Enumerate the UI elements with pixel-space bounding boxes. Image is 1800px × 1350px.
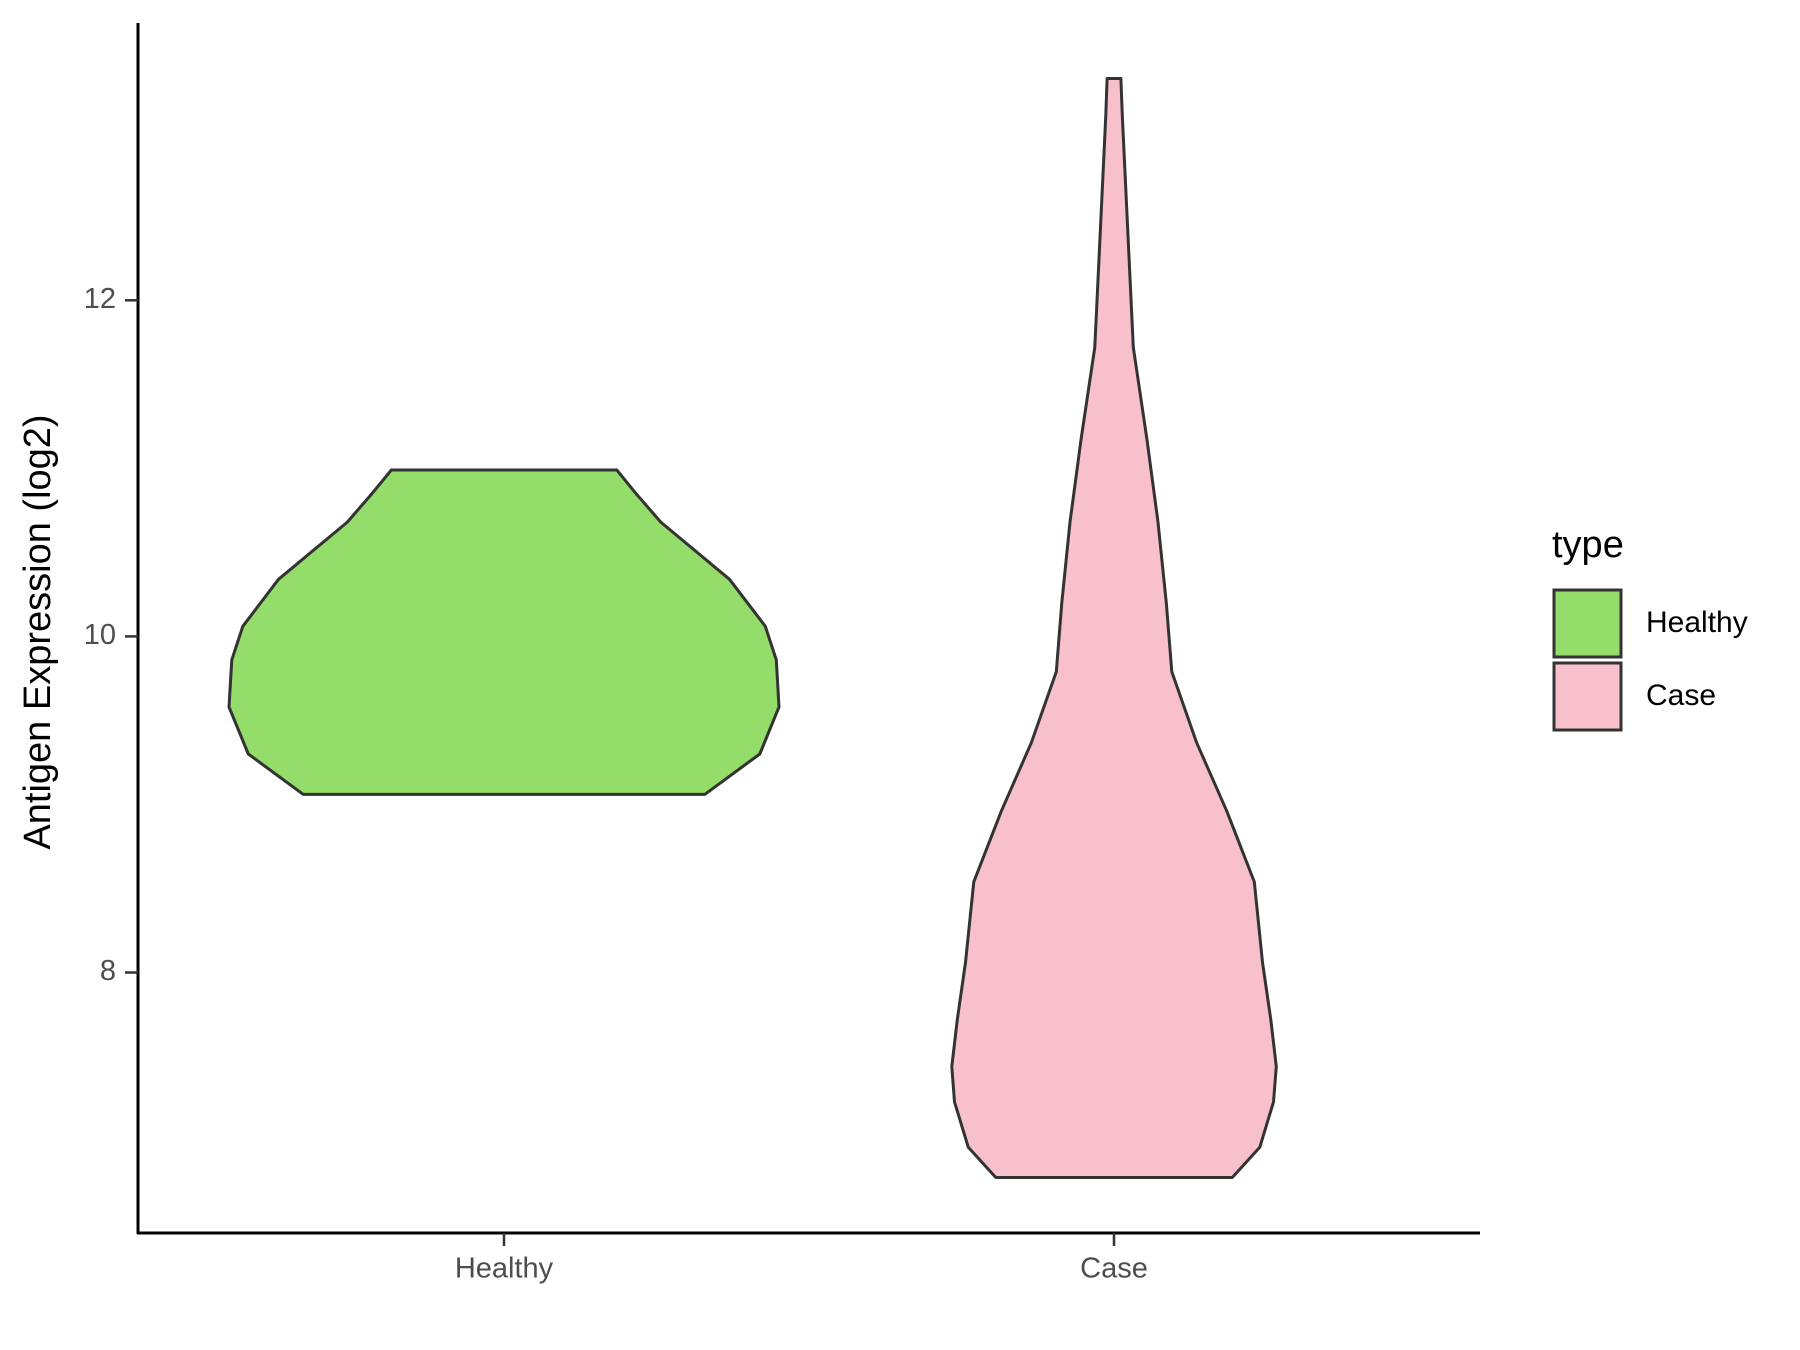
legend-label: Case (1646, 679, 1716, 712)
legend-label: Healthy (1646, 606, 1748, 639)
y-tick-label: 10 (84, 619, 116, 651)
legend-title: type (1552, 524, 1624, 566)
y-tick-label: 8 (100, 955, 116, 987)
legend-key (1552, 661, 1623, 732)
legend-key (1552, 588, 1623, 659)
violin (950, 77, 1278, 1179)
violin (227, 468, 781, 796)
x-tick-label: Healthy (455, 1253, 554, 1285)
x-tick-label: Case (1080, 1253, 1148, 1285)
y-axis-title: Antigen Expression (log2) (17, 414, 59, 849)
y-tick-label: 12 (84, 283, 116, 315)
